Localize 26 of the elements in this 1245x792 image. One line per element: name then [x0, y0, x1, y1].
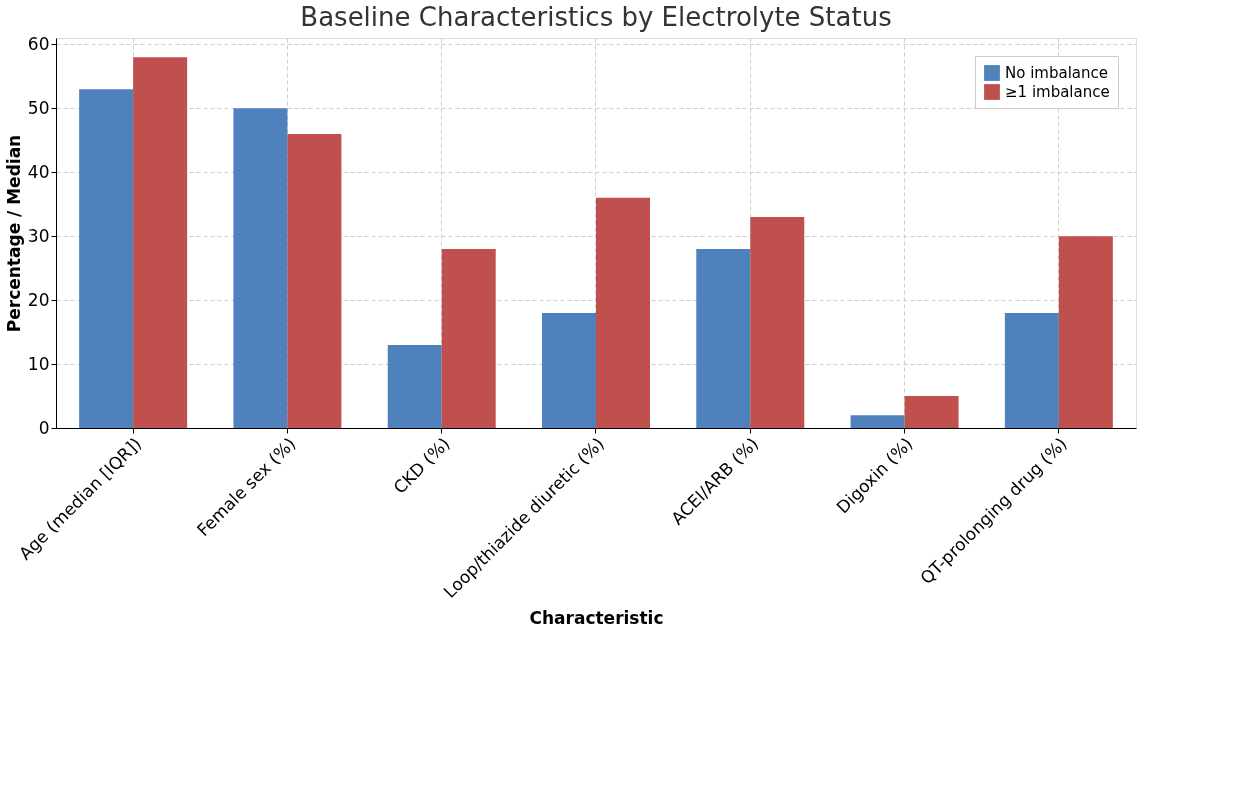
y-tick-label: 0 — [38, 417, 50, 438]
y-tick-label: 10 — [27, 353, 50, 374]
x-axis-title: Characteristic — [529, 608, 664, 629]
bar — [750, 217, 805, 428]
bar — [441, 248, 496, 428]
bar — [542, 312, 596, 428]
y-tick-label: 30 — [27, 225, 50, 246]
y-axis-title: Percentage / Median — [3, 134, 24, 333]
y-tick-label: 60 — [27, 33, 50, 54]
bar — [1058, 236, 1113, 428]
chart-title: Baseline Characteristics by Electrolyte Status — [300, 2, 892, 33]
bar — [1004, 312, 1059, 428]
y-tick-label: 40 — [27, 161, 50, 182]
legend-label: ≥1 imbalance — [1005, 83, 1110, 101]
bar — [133, 57, 188, 428]
bar — [233, 108, 288, 428]
y-tick-label: 50 — [27, 97, 50, 118]
bar — [287, 133, 342, 428]
bar — [696, 248, 751, 428]
bar — [850, 415, 905, 428]
y-tick-label: 20 — [27, 289, 50, 310]
bar — [79, 89, 134, 428]
bar — [387, 344, 442, 428]
bar — [596, 197, 650, 428]
legend-label: No imbalance — [1005, 64, 1109, 82]
bar — [904, 396, 959, 428]
